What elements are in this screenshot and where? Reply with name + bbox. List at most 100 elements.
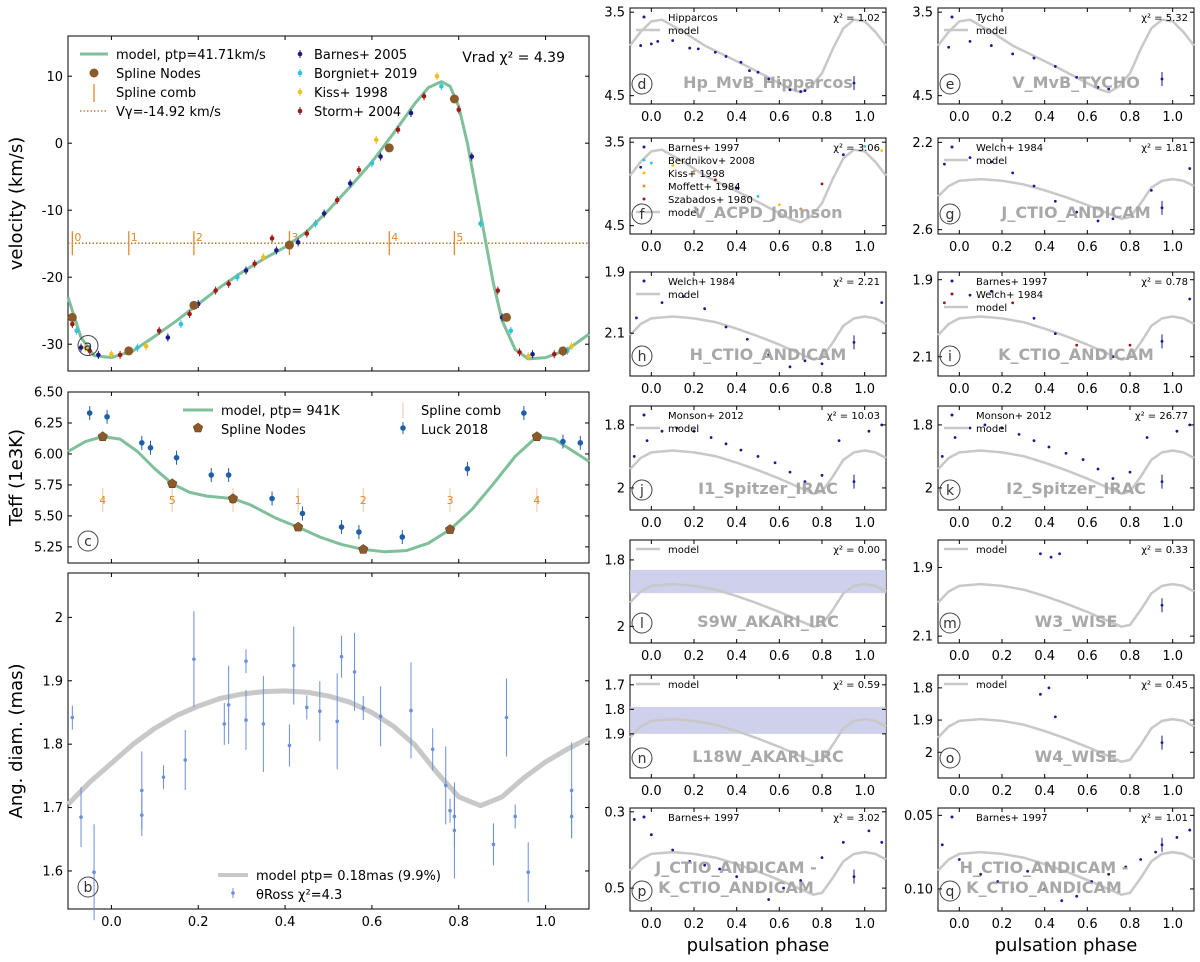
legend-swatch-barnes [297,51,303,57]
panel-h-point [724,325,728,329]
panel-i-xtick-label: 0.4 [1034,382,1055,397]
panel-f-xtick-label: 0.4 [726,240,747,255]
panel-h-xtick-label: 0.2 [684,382,705,397]
panel-a-frame [67,35,590,372]
panel-p-point [649,833,653,837]
panel-p-xtick-label: 1.0 [854,917,875,932]
panel-j-point [773,461,777,465]
spline-node [189,300,199,310]
panel-m-chi2: χ² = 0.33 [1141,545,1188,556]
panel-i-model-curve [937,315,1195,361]
panel-p-ytick-label: 0.3 [604,805,625,820]
legend-label: model, ptp= 941K [221,404,340,419]
velocity-point-borgniet [235,274,240,280]
panel-j-point [632,455,636,458]
panel-e-point [989,44,993,47]
diam-point-ross [378,714,383,719]
diam-point-ross [452,828,457,833]
panel-p-point [841,840,845,844]
panel-q-xtick-label: 0.0 [949,917,970,932]
panel-j-legend-label: model [668,424,699,435]
panel-b-xtick-label: 0.6 [362,915,383,930]
panel-k-point [1064,451,1068,455]
diam-point-ross [352,670,357,674]
panel-g-xtick-label: 0.4 [1034,240,1055,255]
panel-q-point [1011,887,1015,891]
panel-m-point [1049,555,1053,559]
panel-d-ytick-label: 4.5 [604,89,625,104]
panel-q-point [1188,828,1192,832]
panel-q-point [1124,865,1128,869]
panel-k-xtick-label: 0.2 [992,516,1013,531]
spline-node [502,312,512,322]
velocity-point-storm [70,321,75,327]
panel-q-point [1075,894,1079,898]
panel-d-point [739,60,743,64]
panel-p-ytick-label: 0.5 [604,882,625,897]
velocity-point-borgniet [508,328,514,334]
velocity-point-storm [304,231,310,236]
panel-n-xtick-label: 0.2 [684,784,705,799]
panel-e-point [1107,87,1111,91]
panel-g-ytick-label: 2.6 [912,223,933,238]
pulsation-phase-xlabel: pulsation phase [687,935,830,956]
diam-point-ross [569,788,574,793]
velocity-point-borgniet [74,328,79,334]
panel-e-point [947,45,951,49]
panel-o-ytick-label: 1.9 [912,714,933,729]
panel-p-xtick-label: 0.0 [641,917,662,932]
panel-p-point [718,867,721,871]
panel-e-frame [937,7,1195,105]
panel-l-xtick-label: 0.2 [684,649,705,664]
panel-m-point [1058,552,1061,556]
panel-m-xtick-label: 0.2 [992,649,1013,664]
diam-model-curve [66,688,591,809]
panel-h-chi2: χ² = 2.21 [833,277,880,288]
panel-q-legend-swatch [950,815,954,819]
spline-comb-label: 5 [456,231,463,244]
panel-d-xtick-label: 0.0 [641,110,662,125]
panel-q-model-curve [937,850,1195,896]
panel-a-ytick-label: 0 [55,137,63,152]
panel-q-xtick-label: 0.8 [1120,917,1141,932]
panel-g-point [1053,199,1057,203]
panel-k-model-curve [937,449,1195,495]
panel-q-point [1060,899,1064,903]
legend-label: Barnes+ 2005 [314,48,407,63]
panel-h-legend-label: Welch+ 1984 [668,277,735,288]
panel-d-ytick-label: 3.5 [604,6,625,21]
diam-point-ross [304,705,309,710]
panel-h-point [681,295,685,298]
velocity-point-kiss [83,345,88,350]
panel-k-point [1111,477,1115,480]
panel-o-legend-label: model [976,680,1007,691]
panel-e-point [1075,75,1079,79]
velocity-point-kiss [525,353,531,359]
panel-f-point [820,182,824,186]
panel-i-legend-label: model [976,303,1007,314]
panel-k-xtick-label: 0.8 [1120,516,1141,531]
panel-q-band-label: H_CTIO_ANDICAM - [960,858,1129,877]
panel-k-point [953,436,957,439]
spline-node [124,346,134,356]
panel-h-model-curve [629,315,887,361]
panel-p-xtick-label: 0.8 [812,917,833,932]
panel-k-point [1188,423,1192,427]
panel-i-point [1096,355,1100,359]
panel-h-point [767,353,771,356]
legend-label: model ptp= 0.18mas (9.9%) [256,869,441,884]
panel-g-point [968,156,972,160]
spline-node [384,143,394,153]
panel-f-legend-label: Berdnikov+ 2008 [668,156,755,167]
panel-d-legend-swatch [642,15,646,19]
spline-comb-label: 2 [196,231,203,244]
diam-point-ross [287,743,292,748]
panel-j-point [692,429,696,433]
panel-h-band-label: H_CTIO_ANDICAM [690,345,847,364]
panel-m-legend-label: model [976,545,1007,556]
spline-node [558,346,568,356]
panel-p-point [799,879,803,882]
velocity-point-storm [156,328,162,334]
diam-point-ross [183,758,188,762]
panel-b-badge-letter: b [84,880,93,896]
